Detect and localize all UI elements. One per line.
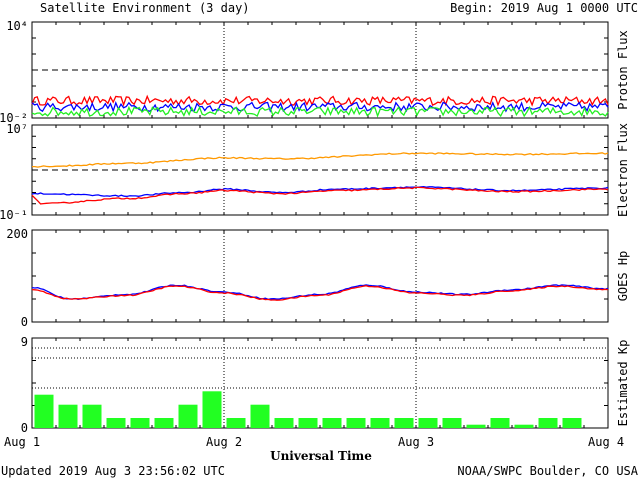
- series-line-green: [31, 105, 609, 118]
- kp-bar: [106, 418, 126, 428]
- kp-bar: [490, 418, 510, 428]
- kp-bar: [418, 418, 438, 428]
- kp-bar: [34, 394, 54, 428]
- y-axis-label: Estimated Kp: [616, 340, 630, 427]
- kp-bar: [394, 418, 414, 428]
- kp-bar: [514, 424, 534, 428]
- kp-bar: [154, 418, 174, 428]
- electron-flux-panel: 10⁷ 10⁻¹ Electron Flux: [0, 122, 630, 222]
- kp-bar: [82, 404, 102, 428]
- series-line-red: [31, 186, 609, 205]
- kp-bar: [58, 404, 78, 428]
- proton-flux-panel: 10⁴ 10⁻² Proton Flux: [0, 19, 630, 125]
- y-tick-label: 10⁷: [6, 122, 28, 136]
- series-line-orange: [32, 152, 609, 168]
- goes-hp-panel: 200 0 GOES Hp: [6, 227, 630, 329]
- kp-bar: [202, 391, 222, 428]
- kp-bar: [322, 418, 342, 428]
- updated-timestamp: Updated 2019 Aug 3 23:56:02 UTC: [1, 464, 225, 478]
- y-tick-label: 0: [21, 315, 28, 329]
- kp-bar: [178, 404, 198, 428]
- x-tick-label: Aug 2: [206, 435, 242, 449]
- kp-bar: [298, 418, 318, 428]
- y-tick-label: 200: [6, 227, 28, 241]
- y-tick-label: 0: [21, 421, 28, 435]
- series-line-blue: [31, 185, 609, 198]
- series-line-red: [31, 94, 609, 107]
- y-axis-label: Proton Flux: [616, 30, 630, 109]
- kp-bar: [226, 418, 246, 428]
- y-tick-label: 10⁻¹: [0, 208, 28, 222]
- series-line-red: [31, 285, 609, 301]
- kp-bar: [250, 404, 270, 428]
- begin-date: Begin: 2019 Aug 1 0000 UTC: [450, 1, 638, 15]
- series-line-blue: [31, 284, 609, 301]
- x-tick-label: Aug 3: [398, 435, 434, 449]
- y-axis-label: Electron Flux: [616, 123, 630, 217]
- x-tick-label: Aug 1: [4, 435, 40, 449]
- kp-bar: [370, 418, 390, 428]
- panel-frame: [31, 229, 609, 323]
- kp-bar: [442, 418, 462, 428]
- credit-text: NOAA/SWPC Boulder, CO USA: [457, 464, 638, 478]
- kp-bar: [466, 424, 486, 428]
- kp-bar: [130, 418, 150, 428]
- panel-frame: [31, 337, 609, 429]
- kp-bar: [538, 418, 558, 428]
- x-tick-label: Aug 4: [588, 435, 624, 449]
- y-tick-label: 9: [21, 335, 28, 349]
- estimated-kp-panel: 9 0 Estimated Kp: [21, 335, 630, 435]
- y-tick-label: 10⁻²: [0, 111, 28, 125]
- chart-title: Satellite Environment (3 day): [40, 1, 250, 15]
- kp-bar: [274, 418, 294, 428]
- kp-bar: [562, 418, 582, 428]
- y-tick-label: 10⁴: [6, 19, 28, 33]
- panel-frame: [31, 124, 609, 216]
- x-axis-label: Universal Time: [270, 449, 372, 463]
- kp-bar: [346, 418, 366, 428]
- y-axis-label: GOES Hp: [616, 251, 630, 302]
